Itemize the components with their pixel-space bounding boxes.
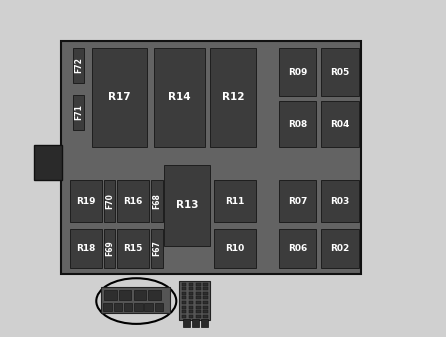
- Bar: [189, 315, 194, 318]
- Bar: [101, 287, 169, 313]
- Text: F68: F68: [152, 193, 161, 209]
- Text: R03: R03: [330, 197, 349, 206]
- Bar: [279, 48, 316, 96]
- Bar: [321, 48, 359, 96]
- Bar: [92, 48, 148, 147]
- Text: R08: R08: [288, 120, 307, 128]
- Bar: [189, 282, 194, 285]
- Bar: [73, 48, 84, 83]
- Text: R07: R07: [288, 197, 307, 206]
- Bar: [321, 229, 359, 268]
- Text: R05: R05: [330, 67, 349, 76]
- Text: R12: R12: [222, 92, 244, 102]
- Text: R09: R09: [288, 67, 307, 76]
- Text: R04: R04: [330, 120, 349, 128]
- Bar: [202, 301, 207, 304]
- Bar: [182, 292, 186, 295]
- Bar: [279, 180, 316, 222]
- Bar: [151, 229, 162, 268]
- Bar: [73, 95, 84, 130]
- Text: R13: R13: [176, 201, 198, 210]
- Text: F72: F72: [74, 57, 83, 73]
- Bar: [117, 229, 149, 268]
- Bar: [182, 282, 186, 285]
- Text: R19: R19: [76, 197, 95, 206]
- Bar: [134, 290, 146, 300]
- Text: F71: F71: [74, 104, 83, 120]
- Bar: [104, 180, 116, 222]
- Bar: [196, 292, 201, 295]
- Bar: [210, 48, 256, 147]
- Bar: [189, 297, 194, 300]
- Text: R06: R06: [288, 244, 307, 253]
- Bar: [196, 301, 201, 304]
- Bar: [196, 287, 201, 290]
- Bar: [189, 287, 194, 290]
- Text: R15: R15: [124, 244, 143, 253]
- Bar: [182, 301, 186, 304]
- Text: R02: R02: [330, 244, 349, 253]
- Bar: [182, 306, 186, 309]
- Bar: [134, 303, 143, 311]
- Bar: [196, 306, 201, 309]
- Bar: [154, 48, 205, 147]
- Bar: [189, 292, 194, 295]
- Bar: [189, 310, 194, 313]
- Bar: [103, 303, 112, 311]
- Bar: [179, 281, 210, 319]
- Bar: [182, 315, 186, 318]
- Bar: [151, 180, 162, 222]
- Bar: [279, 229, 316, 268]
- Bar: [202, 297, 207, 300]
- Text: R14: R14: [168, 92, 191, 102]
- Bar: [214, 229, 256, 268]
- Bar: [202, 310, 207, 313]
- Bar: [117, 180, 149, 222]
- Bar: [196, 315, 201, 318]
- Bar: [114, 303, 122, 311]
- Bar: [196, 297, 201, 300]
- Text: F69: F69: [105, 240, 114, 256]
- Bar: [154, 303, 163, 311]
- Bar: [182, 287, 186, 290]
- Bar: [196, 310, 201, 313]
- Bar: [124, 303, 132, 311]
- Bar: [164, 165, 210, 246]
- Bar: [202, 287, 207, 290]
- Text: R18: R18: [76, 244, 95, 253]
- Text: R17: R17: [108, 92, 131, 102]
- Text: F67: F67: [152, 240, 161, 256]
- Bar: [196, 282, 201, 285]
- Bar: [202, 306, 207, 309]
- Bar: [321, 101, 359, 147]
- Bar: [189, 301, 194, 304]
- Bar: [145, 303, 153, 311]
- Bar: [61, 41, 361, 274]
- Bar: [192, 319, 199, 327]
- Bar: [182, 319, 190, 327]
- Text: R10: R10: [226, 244, 245, 253]
- Bar: [70, 180, 102, 222]
- Bar: [201, 319, 208, 327]
- Text: F70: F70: [105, 193, 114, 209]
- Bar: [214, 180, 256, 222]
- Bar: [149, 290, 161, 300]
- Bar: [189, 306, 194, 309]
- Text: R16: R16: [124, 197, 143, 206]
- Bar: [202, 292, 207, 295]
- Bar: [202, 282, 207, 285]
- Bar: [119, 290, 132, 300]
- Bar: [321, 180, 359, 222]
- Bar: [279, 101, 316, 147]
- Bar: [104, 229, 116, 268]
- Text: R11: R11: [226, 197, 245, 206]
- Bar: [182, 297, 186, 300]
- Bar: [104, 290, 117, 300]
- Bar: [34, 145, 62, 180]
- Bar: [182, 310, 186, 313]
- Bar: [202, 315, 207, 318]
- Bar: [70, 229, 102, 268]
